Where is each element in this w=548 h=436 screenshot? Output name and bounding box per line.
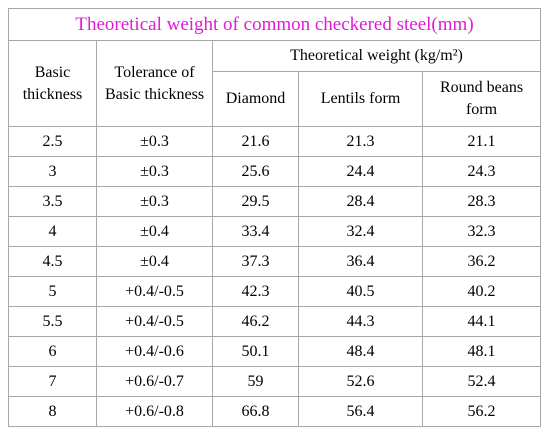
cell-lentils: 24.4 [298,156,423,187]
table-row: 3 ±0.3 25.6 24.4 24.3 [8,156,542,187]
cell-round-beans: 32.3 [421,216,542,247]
cell-thickness: 6 [8,336,97,367]
table-row: 7 +0.6/-0.7 59 52.6 52.4 [8,366,542,397]
cell-lentils: 40.5 [298,276,423,307]
cell-lentils: 32.4 [298,216,423,247]
cell-lentils: 44.3 [298,306,423,337]
table-row: 5.5 +0.4/-0.5 46.2 44.3 44.1 [8,306,542,337]
header-diamond: Diamond [212,71,299,127]
cell-thickness: 7 [8,366,97,397]
cell-thickness: 3 [8,156,97,187]
header-round-beans-form: Round beans form [421,71,542,127]
header-theoretical-weight: Theoretical weight (kg/m²) [211,40,542,72]
table-row: 3.5 ±0.3 29.5 28.4 28.3 [8,186,542,217]
cell-diamond: 29.5 [212,186,299,217]
cell-tolerance: +0.6/-0.7 [96,366,213,397]
cell-tolerance: ±0.4 [96,216,213,247]
cell-round-beans: 56.2 [421,396,542,427]
cell-thickness: 5.5 [8,306,97,337]
table-row: 5 +0.4/-0.5 42.3 40.5 40.2 [8,276,542,307]
table-wrapper: Theoretical weight of common checkered s… [7,8,542,427]
table-row: 4 ±0.4 33.4 32.4 32.3 [8,216,542,247]
cell-tolerance: ±0.3 [96,186,213,217]
cell-diamond: 46.2 [212,306,299,337]
cell-tolerance: ±0.4 [96,246,213,277]
cell-diamond: 25.6 [212,156,299,187]
cell-round-beans: 48.1 [421,336,542,367]
cell-round-beans: 40.2 [421,276,542,307]
table-row: 6 +0.4/-0.6 50.1 48.4 48.1 [8,336,542,367]
cell-round-beans: 21.1 [421,126,542,157]
header-basic-thickness: Basic thickness [8,40,97,127]
cell-thickness: 8 [8,396,97,427]
cell-thickness: 5 [8,276,97,307]
header-tolerance: Tolerance of Basic thickness [96,40,213,127]
cell-thickness: 4 [8,216,97,247]
cell-round-beans: 52.4 [421,366,542,397]
cell-lentils: 36.4 [298,246,423,277]
cell-diamond: 50.1 [212,336,299,367]
cell-lentils: 21.3 [298,126,423,157]
cell-diamond: 42.3 [212,276,299,307]
cell-tolerance: +0.4/-0.5 [96,306,213,337]
cell-diamond: 59 [212,366,299,397]
cell-lentils: 56.4 [298,396,423,427]
table-row: 8 +0.6/-0.8 66.8 56.4 56.2 [8,396,542,427]
cell-thickness: 3.5 [8,186,97,217]
cell-tolerance: +0.4/-0.5 [96,276,213,307]
cell-thickness: 2.5 [8,126,97,157]
cell-tolerance: +0.6/-0.8 [96,396,213,427]
cell-diamond: 66.8 [212,396,299,427]
cell-lentils: 48.4 [298,336,423,367]
cell-diamond: 21.6 [212,126,299,157]
cell-round-beans: 28.3 [421,186,542,217]
cell-thickness: 4.5 [8,246,97,277]
table-row: 2.5 ±0.3 21.6 21.3 21.1 [8,126,542,157]
cell-tolerance: ±0.3 [96,126,213,157]
cell-diamond: 37.3 [212,246,299,277]
cell-round-beans: 24.3 [421,156,542,187]
cell-tolerance: ±0.3 [96,156,213,187]
table-row: 4.5 ±0.4 37.3 36.4 36.2 [8,246,542,277]
cell-tolerance: +0.4/-0.6 [96,336,213,367]
cell-round-beans: 44.1 [421,306,542,337]
header-lentils-form: Lentils form [298,71,423,127]
cell-diamond: 33.4 [212,216,299,247]
checkered-steel-weight-table: Theoretical weight of common checkered s… [7,8,542,427]
cell-lentils: 52.6 [298,366,423,397]
table-title: Theoretical weight of common checkered s… [7,8,542,41]
cell-lentils: 28.4 [298,186,423,217]
cell-round-beans: 36.2 [421,246,542,277]
